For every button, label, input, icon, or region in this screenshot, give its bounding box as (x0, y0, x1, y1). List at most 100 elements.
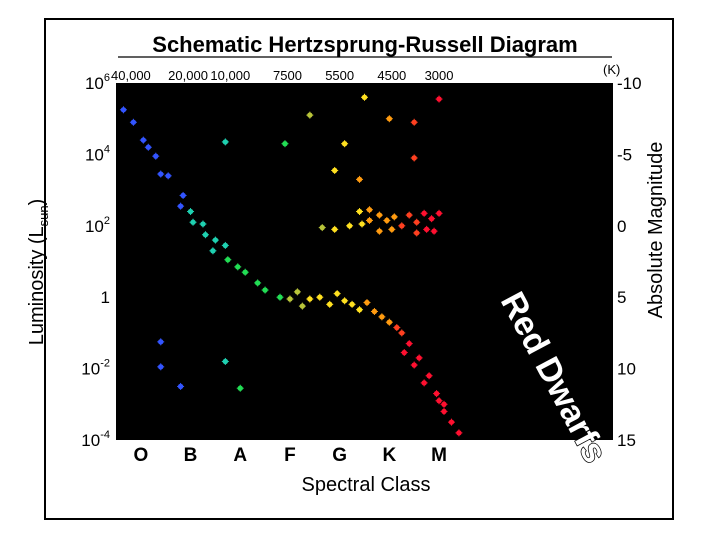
temperature-unit: (K) (603, 62, 620, 77)
star-point (365, 206, 373, 214)
star-point (129, 118, 137, 126)
star-point (398, 329, 406, 337)
star-point (383, 216, 391, 224)
temperature-label-3: 7500 (273, 68, 302, 83)
y-tick-3: 1 (101, 288, 110, 307)
y2-tick-4: 10 (617, 360, 636, 379)
star-point (375, 211, 383, 219)
star-point (179, 191, 187, 199)
star-point (157, 363, 165, 371)
star-point (413, 218, 421, 226)
star-points (119, 93, 463, 437)
y-axis-ticks: 106 104 102 1 10-2 10-4 (81, 72, 110, 450)
star-point (139, 136, 147, 144)
spectral-class-K: K (382, 445, 396, 466)
y-tick-0: 106 (85, 72, 110, 93)
star-point (261, 286, 269, 294)
spectral-class-B: B (184, 445, 198, 466)
star-point (375, 227, 383, 235)
star-point (341, 140, 349, 148)
star-point (356, 175, 364, 183)
star-point (398, 222, 406, 230)
star-point (236, 384, 244, 392)
temperature-label-1: 20,000 (168, 68, 208, 83)
temperature-label-2: 10,000 (210, 68, 250, 83)
star-point (164, 172, 172, 180)
star-point (435, 209, 443, 217)
star-point (393, 324, 401, 332)
y-tick-5: 10-4 (81, 429, 110, 450)
spectral-class-M: M (431, 445, 447, 466)
star-point (388, 225, 396, 233)
star-point (356, 208, 364, 216)
star-point (346, 222, 354, 230)
temperature-label-0: 40,000 (111, 68, 151, 83)
star-point (298, 302, 306, 310)
star-point (455, 429, 463, 437)
y2-tick-2: 0 (617, 217, 626, 236)
spectral-class-F: F (284, 445, 296, 466)
star-point (152, 152, 160, 160)
star-point (286, 295, 294, 303)
star-point (209, 247, 217, 255)
y-tick-4: 10-2 (81, 358, 110, 379)
star-point (428, 215, 436, 223)
spectral-class-G: G (332, 445, 347, 466)
star-point (400, 349, 408, 357)
star-point (333, 290, 341, 298)
star-point (440, 400, 448, 408)
star-point (221, 241, 229, 249)
star-point (234, 263, 242, 271)
star-point (410, 118, 418, 126)
y2-tick-0: -10 (617, 74, 642, 93)
temperature-axis: 40,000 20,000 10,000 7500 5500 4500 3000 (111, 68, 453, 83)
y-tick-1: 104 (85, 143, 110, 164)
star-point (420, 379, 428, 387)
star-point (385, 115, 393, 123)
star-point (361, 93, 368, 101)
star-point (157, 170, 165, 178)
y2-axis-label: Absolute Magnitude (645, 142, 667, 319)
star-point (177, 202, 185, 210)
star-point (435, 95, 443, 103)
star-point (405, 340, 413, 348)
star-point (331, 225, 339, 233)
star-point (358, 220, 366, 228)
chart-title: Schematic Hertzsprung-Russell Diagram (152, 32, 577, 57)
star-point (433, 390, 441, 398)
star-point (365, 216, 373, 224)
star-point (378, 313, 386, 321)
star-point (405, 211, 413, 219)
star-point (254, 279, 262, 287)
star-point (331, 166, 339, 174)
star-point (157, 338, 165, 346)
y2-tick-1: -5 (617, 145, 632, 164)
star-point (420, 209, 428, 217)
star-point (425, 372, 433, 380)
star-point (447, 418, 455, 426)
spectral-class-A: A (233, 445, 247, 466)
star-point (370, 307, 378, 315)
star-point (341, 297, 349, 305)
star-point (390, 213, 398, 221)
star-point (177, 382, 185, 390)
temperature-label-6: 3000 (425, 68, 454, 83)
star-point (187, 208, 195, 216)
y-axis-label: Luminosity (Lsun) (26, 199, 51, 346)
star-point (356, 306, 364, 314)
star-point (435, 397, 443, 405)
star-point (293, 288, 301, 296)
star-point (348, 300, 356, 308)
star-point (423, 225, 431, 233)
star-point (413, 229, 421, 237)
star-point (318, 224, 326, 232)
star-point (199, 220, 207, 228)
star-point (306, 295, 314, 303)
star-point (415, 354, 423, 362)
plot-area (116, 83, 613, 440)
star-point (410, 361, 418, 369)
temperature-label-5: 4500 (377, 68, 406, 83)
star-point (201, 231, 209, 239)
star-point (144, 143, 152, 151)
